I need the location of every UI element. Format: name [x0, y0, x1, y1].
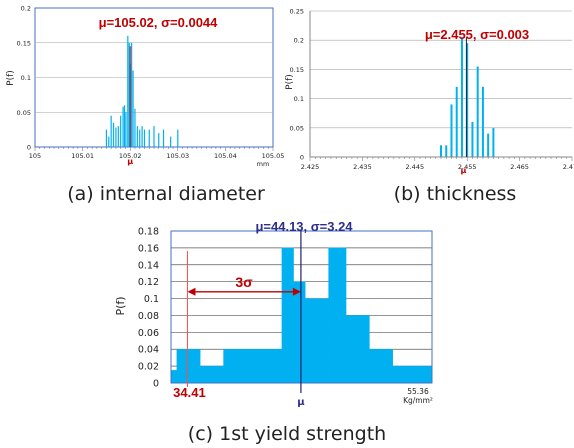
bar: [176, 349, 201, 384]
bar: [305, 298, 329, 384]
bar: [345, 315, 370, 384]
bar: [369, 349, 393, 384]
panel-a-mean-marker: μ: [127, 157, 133, 166]
panel-c-ytick-labels: 0 0.02 0.04 0.06 0.08 0.1 0.12 0.14 0.16 0.18: [138, 227, 159, 390]
xtick-label: 2.465: [510, 163, 529, 171]
bar: [199, 365, 224, 384]
panel-a-ylabel: P(f): [6, 70, 16, 86]
panel-b-stat-label: μ=2.455, σ=0.003: [425, 27, 529, 42]
bar: [223, 349, 248, 384]
ytick-label: 0.2: [294, 37, 304, 45]
xtick-label: 2.445: [405, 163, 424, 171]
panel-c: 00.020.040.060.080.10.120.140.160.18 3σ …: [114, 219, 433, 445]
panel-a-gridlines: [34, 42, 274, 151]
ytick-label: 0.15: [17, 39, 31, 47]
bar: [328, 247, 347, 384]
ytick-label: 0.16: [138, 243, 159, 254]
panel-b-gridlines: [309, 10, 573, 161]
ytick-label: 0.12: [138, 277, 159, 288]
panel-c-sigma-annotation: 3σ: [235, 274, 253, 290]
panel-c-stat-label: μ=44.13, σ=3.24: [255, 219, 353, 234]
bar: [170, 370, 178, 384]
ytick-label: 0: [153, 379, 159, 390]
panel-a-caption: (a) internal diameter: [67, 183, 265, 205]
ytick-label: 0.06: [138, 328, 159, 339]
panel-b-mean-marker: μ: [460, 166, 466, 175]
panel-a-xtick-labels: 105 105.01 105.02 105.03 105.04 105.05: [29, 152, 285, 160]
xtick-label: 105.05: [262, 152, 285, 160]
ytick-label: 0.1: [144, 294, 159, 305]
panel-b-bars: [440, 37, 495, 157]
ytick-label: 0.18: [138, 227, 159, 238]
xtick-label: 2.435: [353, 163, 372, 171]
bar: [281, 247, 294, 384]
xtick-label: 105: [29, 152, 41, 160]
panel-a-bars: [105, 35, 179, 147]
ytick-label: 0.05: [290, 124, 304, 132]
panel-c-lower-limit-label: 34.41: [173, 385, 206, 400]
ytick-label: 0.1: [294, 95, 304, 103]
ytick-label: 0.14: [138, 260, 159, 271]
ytick-label: 0: [300, 154, 304, 162]
ytick-label: 0.2: [21, 5, 31, 13]
bar: [246, 349, 283, 384]
panel-c-mean-marker: μ: [297, 397, 305, 408]
ytick-label: 0.1: [21, 74, 31, 82]
panel-b: 0 0.05 0.1 0.15 0.2 0.25 2.425 2.435 2.445 2.455…: [285, 8, 574, 206]
panel-b-ytick-labels: 0 0.05 0.1 0.15 0.2 0.25: [290, 8, 304, 162]
panel-a-xlabel: mm: [257, 160, 270, 168]
ytick-label: 0.04: [138, 345, 159, 356]
panel-a-ytick-labels: 0 0.05 0.1 0.15 0.2: [17, 5, 31, 152]
xtick-label: 105.03: [166, 152, 189, 160]
xtick-label: 2.425: [301, 163, 320, 171]
panel-b-xtick-labels: 2.425 2.435 2.445 2.455 2.465 2.475: [301, 163, 574, 171]
panel-c-xmax-label: 55.36: [407, 387, 429, 396]
xtick-label: 2.475: [563, 163, 574, 171]
panel-c-caption: (c) 1st yield strength: [188, 423, 386, 445]
panel-b-ylabel: P(f): [285, 74, 295, 90]
ytick-label: 0.15: [290, 66, 304, 74]
panel-b-caption: (b) thickness: [394, 183, 517, 205]
xtick-label: 2.455: [458, 163, 477, 171]
ytick-label: 0: [27, 144, 31, 152]
panel-a: 00.050.10.150.2 105 105.01 105.02 105.03 105…: [6, 5, 284, 206]
ytick-label: 0.25: [290, 8, 304, 16]
xtick-label: 105.01: [71, 152, 94, 160]
ytick-label: 0.02: [138, 362, 159, 373]
panel-c-sigma-arrow: [187, 287, 301, 296]
panel-a-stat-label: μ=105.02, σ=0.0044: [99, 15, 219, 30]
ytick-label: 0.05: [17, 109, 31, 117]
bar: [293, 281, 306, 384]
bar: [392, 365, 433, 384]
ytick-label: 0.08: [138, 311, 159, 322]
xtick-label: 105.04: [214, 152, 237, 160]
panel-c-xlabel: Kg/mm²: [403, 396, 433, 405]
xtick-label: 105.02: [119, 152, 142, 160]
panel-c-ylabel: P(f): [114, 296, 127, 315]
